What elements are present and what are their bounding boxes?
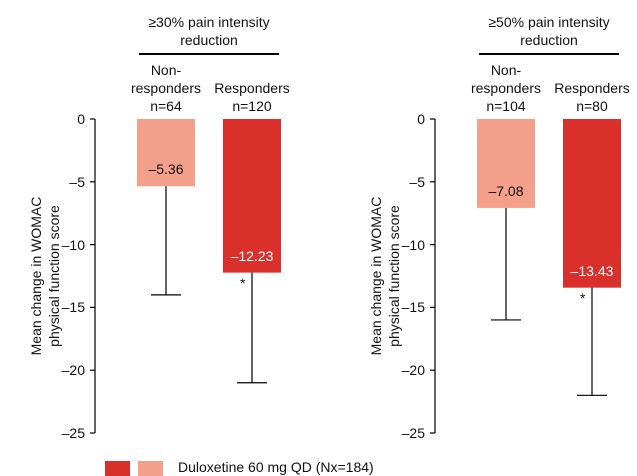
value-label: –5.36 [148,161,184,178]
y-tick-label: 0 [417,111,425,127]
category-label: Responders [214,80,290,96]
y-tick-label: –20 [61,362,85,379]
y-tick-label: –5 [409,173,425,190]
y-tick-label: 0 [77,111,85,127]
y-tick-label: –10 [401,236,425,253]
y-tick-label: –5 [69,173,85,190]
bar [137,119,195,187]
y-axis-label: Mean change in WOMAC physical function s… [368,196,402,356]
category-label: Non-responders [130,62,202,96]
y-axis-label: Mean change in WOMAC physical function s… [28,196,62,356]
y-tick-label: –10 [61,236,85,253]
value-label: –13.43 [570,262,614,279]
bar [477,119,535,208]
panel-title: ≥50% pain intensity reduction [488,14,610,48]
sample-size: n=104 [486,98,526,114]
value-label: –12.23 [230,247,274,264]
y-tick-label: –20 [401,362,425,379]
significance-marker: * [580,289,586,306]
bar [563,119,621,288]
y-tick-label: –15 [401,299,425,316]
category-label: Responders [554,80,630,96]
value-label: –7.08 [488,182,524,199]
legend-swatch [105,461,130,476]
legend-label: Duloxetine 60 mg QD (Nx=184) [178,459,374,475]
sample-size: n=64 [150,98,182,114]
legend-swatch [138,461,163,476]
sample-size: n=80 [576,98,608,114]
category-label: Non-responders [470,62,542,96]
y-tick-label: –25 [61,425,85,441]
sample-size: n=120 [232,98,272,114]
y-tick-label: –15 [61,299,85,316]
significance-marker: * [240,274,246,291]
panel-title: ≥30% pain intensity reduction [148,14,270,48]
y-tick-label: –25 [401,425,425,441]
bar [223,119,281,273]
